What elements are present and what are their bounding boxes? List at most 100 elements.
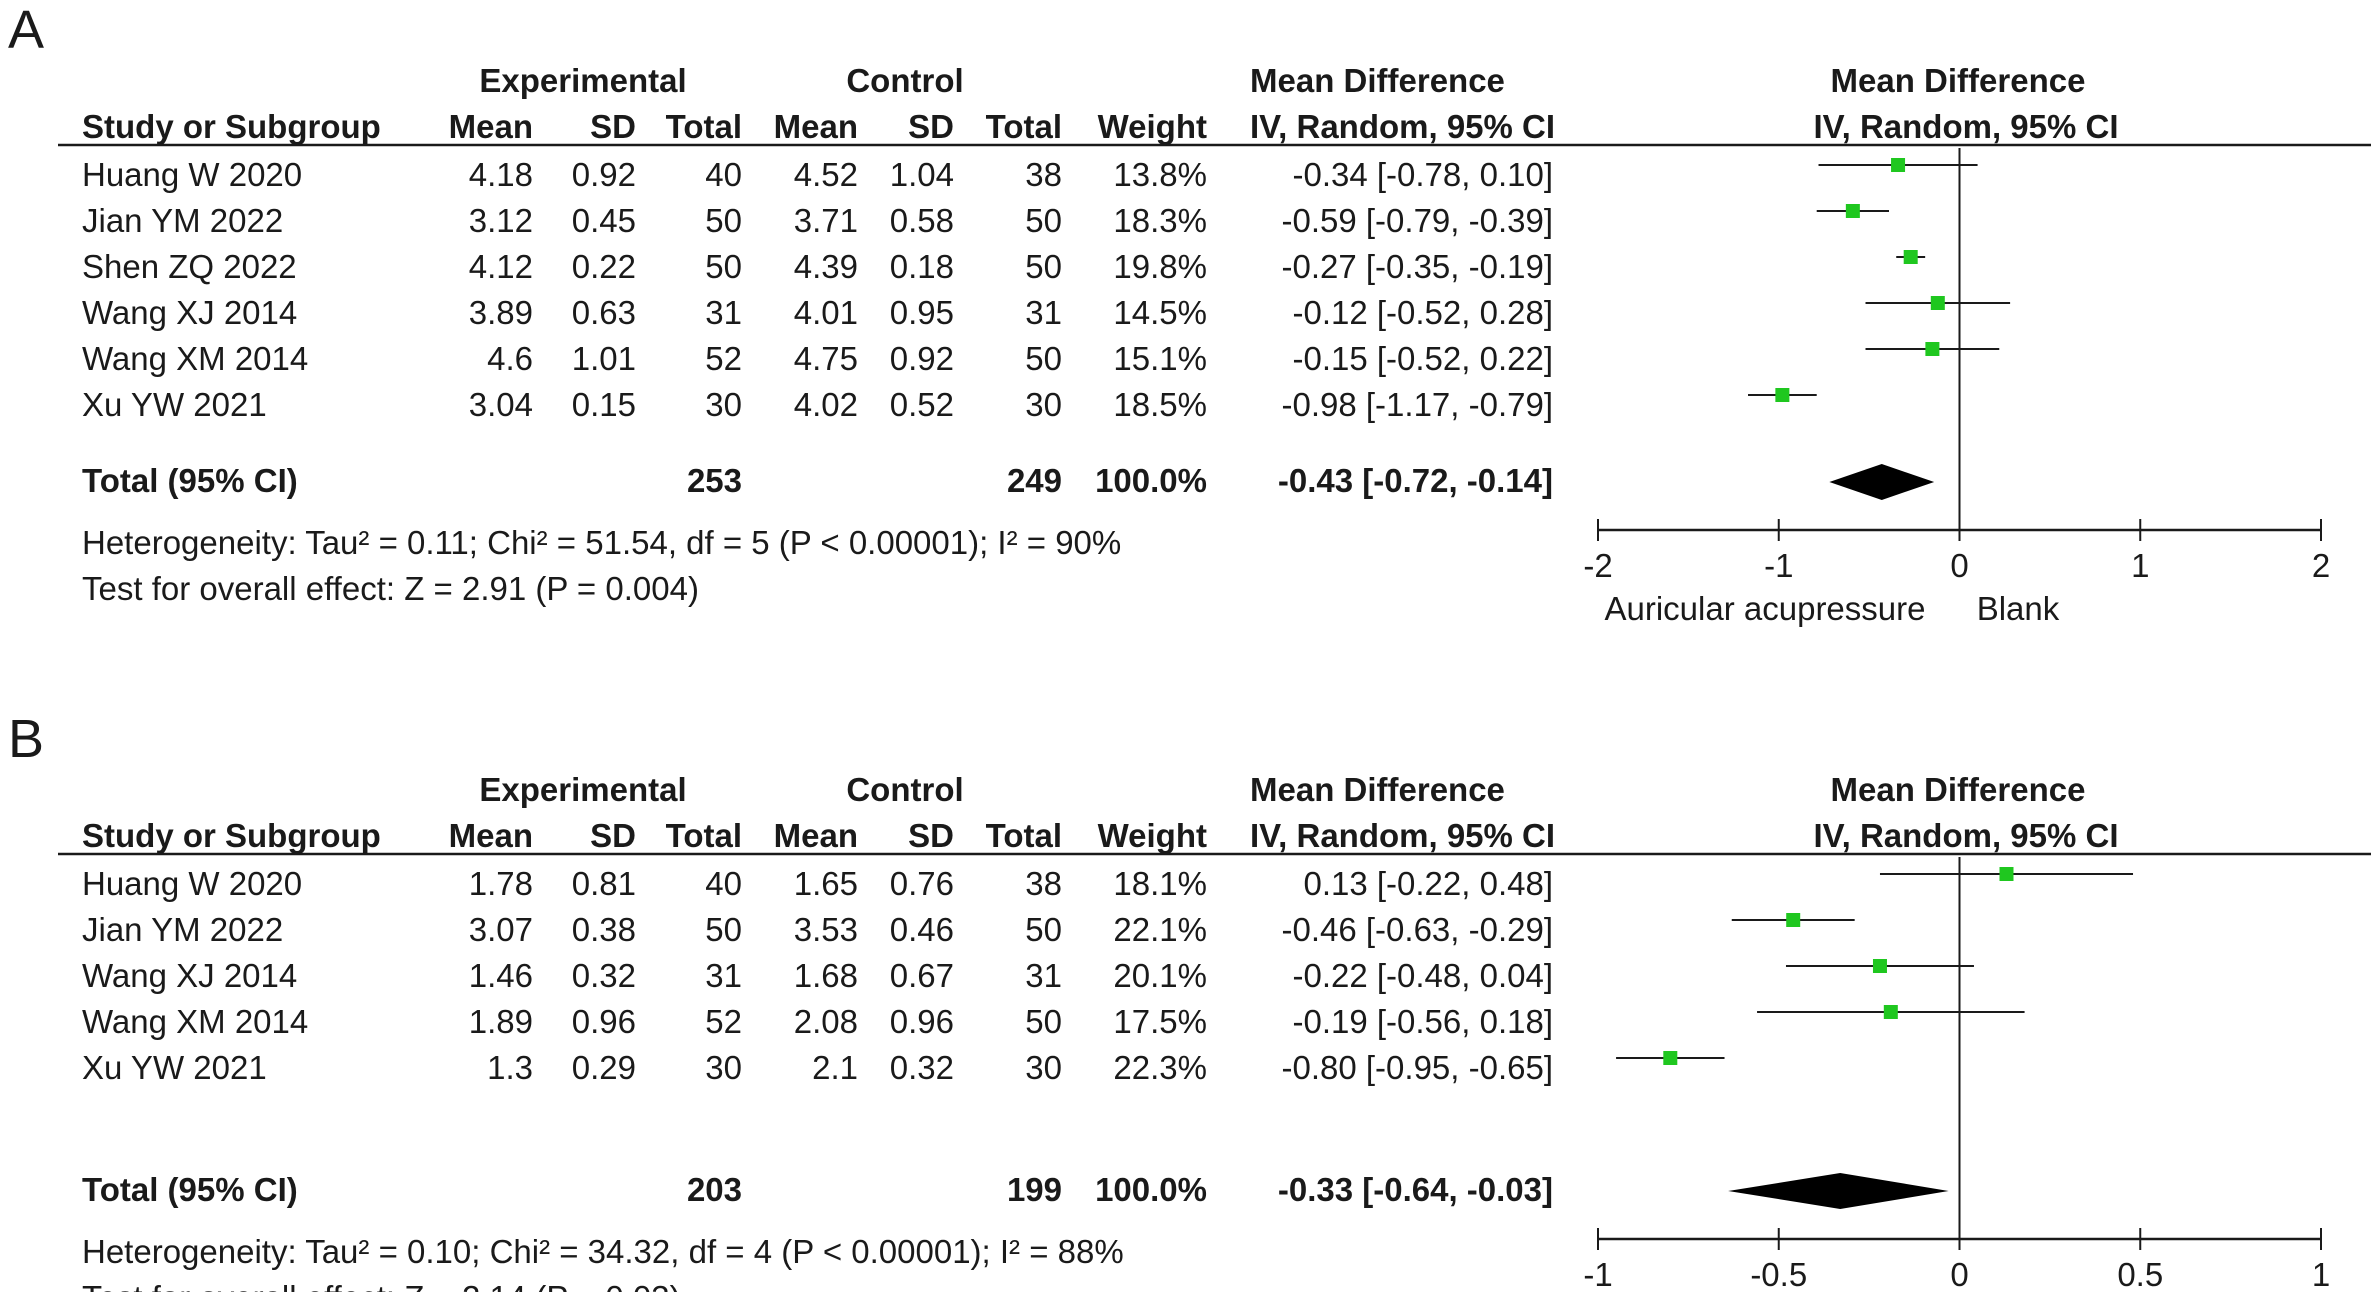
ctl-sd: 0.76 xyxy=(890,865,954,902)
effect-marker xyxy=(1930,296,1945,310)
exp-sd: 0.63 xyxy=(572,294,636,331)
exp-mean: 3.89 xyxy=(469,294,533,331)
heterogeneity-text: Heterogeneity: Tau² = 0.10; Chi² = 34.32… xyxy=(82,1233,1124,1270)
ctl-mean: 4.52 xyxy=(794,156,858,193)
ctl-sd: 0.18 xyxy=(890,248,954,285)
exp-total: 50 xyxy=(705,202,742,239)
header-ctl-mean: Mean xyxy=(774,108,858,145)
heterogeneity-text: Heterogeneity: Tau² = 0.11; Chi² = 51.54… xyxy=(82,524,1121,561)
effect-marker xyxy=(1845,204,1860,218)
header-exp-total: Total xyxy=(666,817,742,854)
study-ci-text: -0.27 [-0.35, -0.19] xyxy=(1282,248,1554,285)
study-ci-text: -0.22 [-0.48, 0.04] xyxy=(1292,957,1553,994)
exp-sd: 0.22 xyxy=(572,248,636,285)
ctl-total: 38 xyxy=(1025,156,1062,193)
total-label: Total (95% CI) xyxy=(82,462,298,499)
effect-marker xyxy=(1775,388,1790,402)
overall-effect-text: Test for overall effect: Z = 2.91 (P = 0… xyxy=(82,570,699,607)
exp-total: 50 xyxy=(705,248,742,285)
total-exp-n: 203 xyxy=(687,1171,742,1208)
study-ci-text: 0.13 [-0.22, 0.48] xyxy=(1303,865,1553,902)
study-name: Jian YM 2022 xyxy=(82,202,283,239)
pooled-diamond xyxy=(1829,464,1935,500)
study-name: Wang XM 2014 xyxy=(82,340,308,377)
effect-marker xyxy=(1663,1051,1678,1065)
ctl-sd: 0.58 xyxy=(890,202,954,239)
ctl-total: 50 xyxy=(1025,1003,1062,1040)
x-tick-label: 1 xyxy=(2131,547,2149,584)
x-tick-label: 0 xyxy=(1950,547,1968,584)
ctl-total: 50 xyxy=(1025,248,1062,285)
ctl-sd: 0.32 xyxy=(890,1049,954,1086)
study-weight: 13.8% xyxy=(1113,156,1207,193)
study-ci-text: -0.15 [-0.52, 0.22] xyxy=(1292,340,1553,377)
mean-difference-col-title: Mean Difference xyxy=(1250,62,1505,99)
ctl-mean: 4.01 xyxy=(794,294,858,331)
x-tick-label: -0.5 xyxy=(1750,1256,1807,1292)
exp-total: 30 xyxy=(705,386,742,423)
study-name: Xu YW 2021 xyxy=(82,1049,267,1086)
x-tick-label: -1 xyxy=(1764,547,1793,584)
effect-marker xyxy=(1872,959,1887,973)
exp-sd: 0.45 xyxy=(572,202,636,239)
exp-total: 40 xyxy=(705,156,742,193)
study-ci-text: -0.34 [-0.78, 0.10] xyxy=(1292,156,1553,193)
ctl-total: 50 xyxy=(1025,202,1062,239)
study-weight: 18.5% xyxy=(1113,386,1207,423)
study-ci-text: -0.19 [-0.56, 0.18] xyxy=(1292,1003,1553,1040)
ctl-mean: 2.1 xyxy=(812,1049,858,1086)
panel-label: B xyxy=(8,709,44,769)
x-tick-label: 1 xyxy=(2312,1256,2330,1292)
exp-mean: 1.46 xyxy=(469,957,533,994)
x-tick-label: -1 xyxy=(1583,1256,1612,1292)
header-weight: Weight xyxy=(1098,817,1207,854)
header-exp-mean: Mean xyxy=(449,108,533,145)
ctl-sd: 0.46 xyxy=(890,911,954,948)
exp-mean: 3.07 xyxy=(469,911,533,948)
x-tick-label: 0 xyxy=(1950,1256,1968,1292)
exp-total: 52 xyxy=(705,1003,742,1040)
ctl-total: 50 xyxy=(1025,911,1062,948)
ctl-sd: 0.52 xyxy=(890,386,954,423)
panel-a: A Experimental Control Mean Difference Mean … xyxy=(8,0,2371,627)
x-tick-label: 2 xyxy=(2312,547,2330,584)
control-group-header: Control xyxy=(846,771,963,808)
header-ctl-mean: Mean xyxy=(774,817,858,854)
ctl-total: 30 xyxy=(1025,1049,1062,1086)
ctl-sd: 1.04 xyxy=(890,156,954,193)
exp-sd: 0.92 xyxy=(572,156,636,193)
exp-mean: 4.6 xyxy=(487,340,533,377)
total-weight: 100.0% xyxy=(1095,1171,1207,1208)
ctl-total: 31 xyxy=(1025,957,1062,994)
effect-marker xyxy=(1883,1005,1898,1019)
header-exp-mean: Mean xyxy=(449,817,533,854)
favours-right-label: Blank xyxy=(1977,590,2060,627)
ctl-total: 30 xyxy=(1025,386,1062,423)
ctl-mean: 4.02 xyxy=(794,386,858,423)
study-name: Jian YM 2022 xyxy=(82,911,283,948)
panel-label: A xyxy=(8,0,44,60)
study-ci-text: -0.80 [-0.95, -0.65] xyxy=(1282,1049,1554,1086)
header-ctl-sd: SD xyxy=(908,817,954,854)
exp-total: 31 xyxy=(705,957,742,994)
study-ci-text: -0.59 [-0.79, -0.39] xyxy=(1282,202,1554,239)
study-ci-text: -0.46 [-0.63, -0.29] xyxy=(1282,911,1554,948)
study-name: Xu YW 2021 xyxy=(82,386,267,423)
exp-mean: 3.04 xyxy=(469,386,533,423)
exp-sd: 0.15 xyxy=(572,386,636,423)
ctl-mean: 4.75 xyxy=(794,340,858,377)
exp-mean: 1.3 xyxy=(487,1049,533,1086)
effect-marker xyxy=(1999,867,2014,881)
exp-total: 40 xyxy=(705,865,742,902)
study-weight: 14.5% xyxy=(1113,294,1207,331)
study-weight: 17.5% xyxy=(1113,1003,1207,1040)
mean-difference-col-subtitle: IV, Random, 95% CI xyxy=(1250,108,1555,145)
panel-b: B Experimental Control Mean Difference Mean … xyxy=(8,709,2371,1292)
effect-marker xyxy=(1891,158,1906,172)
header-exp-sd: SD xyxy=(590,108,636,145)
study-ci-text: -0.12 [-0.52, 0.28] xyxy=(1292,294,1553,331)
header-exp-sd: SD xyxy=(590,817,636,854)
effect-marker xyxy=(1925,342,1940,356)
total-label: Total (95% CI) xyxy=(82,1171,298,1208)
control-group-header: Control xyxy=(846,62,963,99)
